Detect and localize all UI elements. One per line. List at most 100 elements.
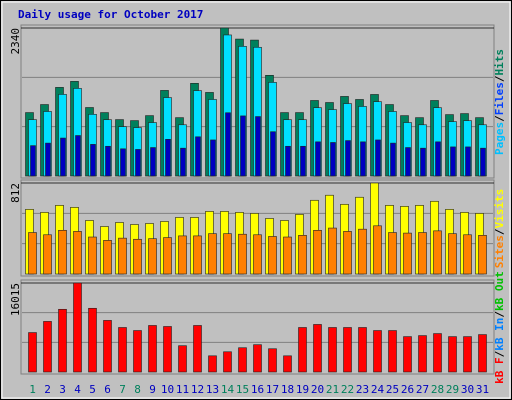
x-tick-label: 8 [134,383,141,396]
bar [43,321,52,373]
bar [420,147,426,177]
bar [178,345,187,373]
x-tick-label: 15 [236,383,249,396]
legend-separator: / [493,350,506,357]
bar [448,336,457,373]
bar [478,334,487,373]
legend-separator: / [493,228,506,235]
bar [105,145,111,177]
x-tick-label: 29 [446,383,459,396]
bar [373,225,382,275]
bar [30,145,36,177]
bar [195,136,201,177]
bar [133,238,142,275]
bar [103,240,112,275]
legend-entry: Sites [493,235,506,268]
bar [435,141,441,177]
bar [390,142,396,177]
bar [433,230,442,275]
bar [418,335,427,373]
bar [375,139,381,177]
bar [88,307,97,373]
bar [330,142,336,177]
bar [210,139,216,177]
bar [208,355,217,373]
chart-title: Daily usage for October 2017 [18,8,203,21]
bar [298,235,307,275]
bar [73,231,82,275]
y-tick-label: 812 [9,183,22,203]
legend-entry: Files [493,82,506,115]
x-tick-label: 2 [44,383,51,396]
x-tick-label: 10 [161,383,174,396]
bar [255,116,261,177]
bar [148,325,157,373]
bar [313,229,322,275]
bar [270,131,276,177]
x-tick-label: 5 [89,383,96,396]
x-tick-label: 30 [461,383,474,396]
bar [165,139,171,177]
bar [465,146,471,177]
bar [418,232,427,275]
bar [358,228,367,275]
x-tick-label: 18 [281,383,294,396]
bar [133,330,142,373]
bar [28,332,37,373]
legend: kB F/kB In/kB Out [493,271,506,384]
bar [478,235,487,275]
bar [268,348,277,373]
bar [73,282,82,373]
bar [253,344,262,373]
bar [268,236,277,275]
x-tick-label: 6 [104,383,111,396]
legend-entry: kB Out [493,271,506,311]
bar [148,238,157,275]
bar [328,327,337,373]
bar [178,235,187,275]
bar [358,327,367,373]
x-tick-label: 4 [74,383,81,396]
bar [60,137,66,177]
bar [313,324,322,373]
bar [43,234,52,275]
bar [283,355,292,373]
bar [373,330,382,373]
bar [223,351,232,373]
bar [88,236,97,275]
bar [225,112,231,177]
bar [253,234,262,275]
legend: Pages/Files/Hits [493,49,506,155]
y-tick-label: 2340 [9,28,22,55]
x-tick-label: 21 [326,383,339,396]
x-tick-label: 22 [341,383,354,396]
legend: Sites/Visits [493,189,506,269]
legend-entry: kB In [493,318,506,351]
bar [223,233,232,275]
x-tick-label: 20 [311,383,324,396]
bar [450,146,456,177]
bar [403,232,412,275]
x-tick-label: 1 [29,383,36,396]
legend-entry: Pages [493,122,506,155]
x-tick-label: 11 [176,383,189,396]
x-tick-label: 3 [59,383,66,396]
x-tick-label: 23 [356,383,369,396]
bar [163,237,172,275]
bar [285,145,291,177]
bar [360,141,366,177]
bar [315,141,321,177]
x-tick-label: 9 [149,383,156,396]
x-tick-label: 12 [191,383,204,396]
bar [118,327,127,373]
bar [28,232,37,275]
bar [343,231,352,275]
x-tick-label: 26 [401,383,414,396]
bar [238,233,247,275]
legend-entry: Visits [493,189,506,229]
x-tick-label: 25 [386,383,399,396]
bar [90,144,96,177]
bar [118,237,127,275]
bar [58,229,67,275]
